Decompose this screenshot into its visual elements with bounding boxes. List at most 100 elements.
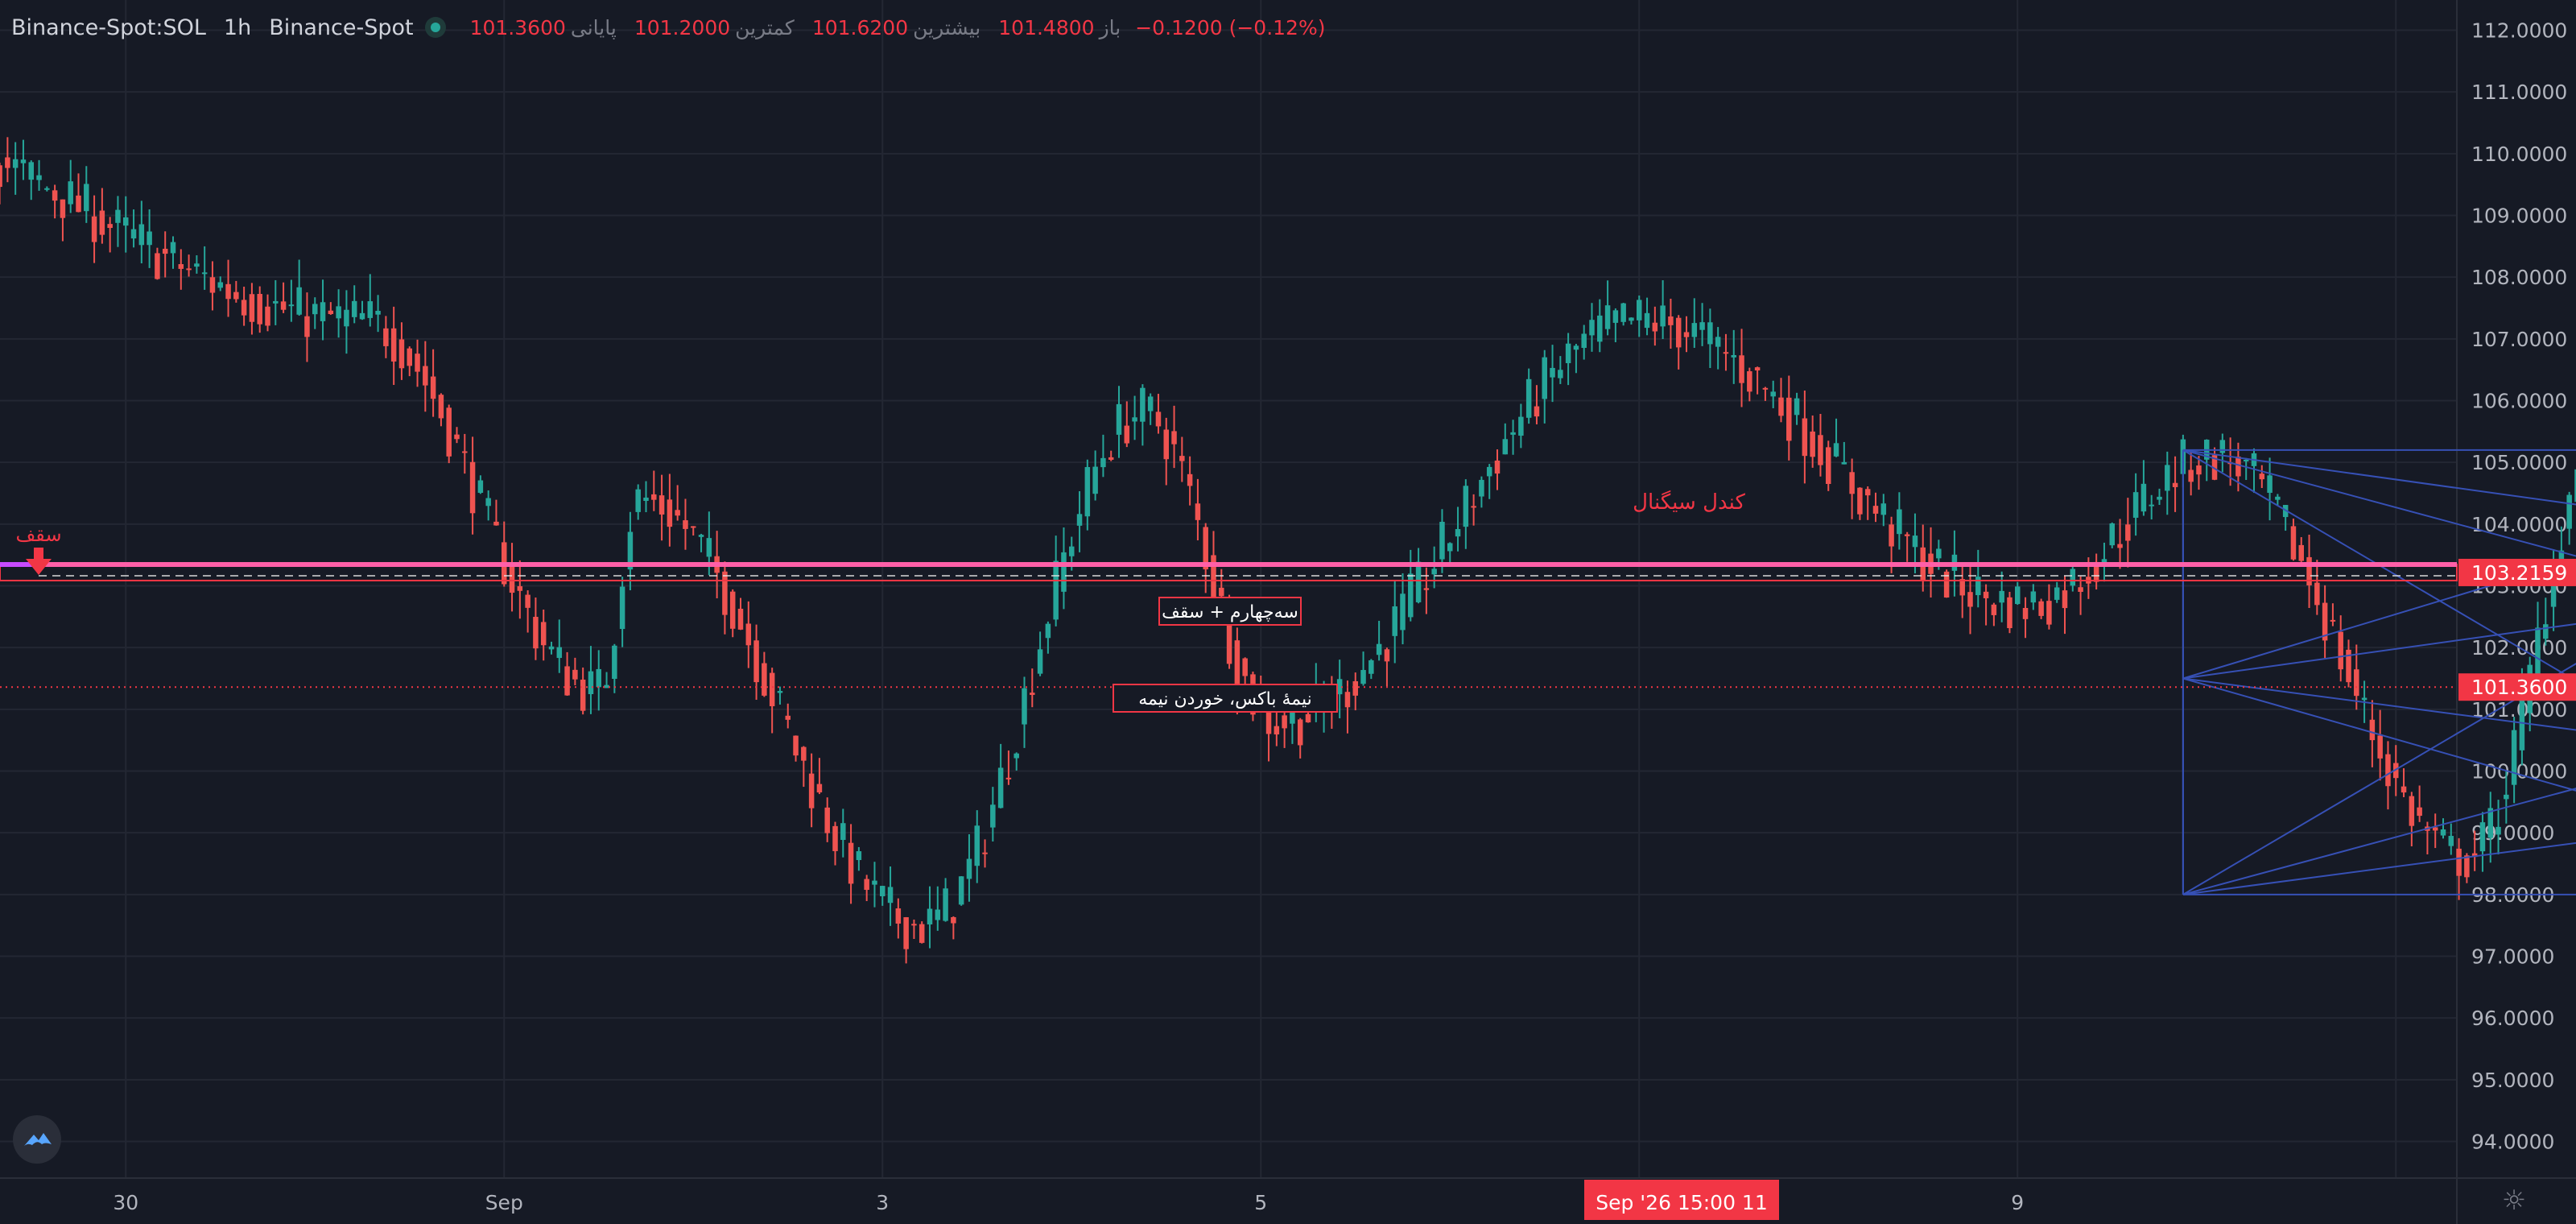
candle: [209, 261, 216, 311]
candle: [935, 886, 941, 931]
candle: [880, 885, 886, 906]
candle-body: [265, 306, 270, 326]
candle: [76, 173, 81, 213]
candle: [1723, 333, 1729, 371]
candle: [966, 833, 972, 902]
candle: [2188, 451, 2194, 496]
candle: [1810, 416, 1815, 468]
candle-body: [107, 224, 113, 229]
candle-body: [643, 497, 649, 502]
candle-body: [1818, 435, 1823, 465]
candle-body: [887, 887, 894, 904]
candle: [375, 295, 381, 333]
candle-body: [1179, 456, 1185, 461]
candle: [540, 609, 547, 661]
candle: [1352, 672, 1358, 711]
candle: [502, 521, 507, 587]
candle: [2038, 598, 2044, 619]
candle: [1431, 546, 1437, 589]
candle-body: [1486, 466, 1492, 477]
candle-body: [1494, 460, 1501, 474]
candle: [887, 866, 894, 926]
time-tick-label: Sep: [485, 1191, 523, 1214]
candle-body: [777, 691, 783, 693]
candle-body: [225, 283, 231, 300]
candle: [2259, 465, 2265, 488]
candle-body: [209, 277, 216, 293]
candle: [2432, 813, 2438, 849]
low-value: 101.2000: [634, 15, 731, 39]
candle: [2377, 709, 2383, 781]
candle: [1991, 602, 1997, 626]
candle-body: [564, 666, 570, 696]
candle-body: [927, 908, 933, 924]
candle-body: [895, 908, 902, 924]
price-tick-label: 110.0000: [2471, 143, 2567, 166]
candle: [548, 641, 555, 655]
candle: [1502, 423, 1509, 455]
candle: [217, 276, 223, 292]
settings-gear-icon[interactable]: ☼: [2501, 1185, 2527, 1217]
candle: [832, 821, 838, 866]
candle-body: [2157, 496, 2162, 500]
candle-body: [1171, 431, 1177, 445]
candle-body: [1265, 705, 1272, 734]
candle-body: [1368, 660, 1374, 674]
candle-body: [383, 328, 389, 346]
candle: [1525, 368, 1532, 424]
candle-body: [1447, 543, 1453, 552]
candle-body: [2369, 719, 2376, 741]
candle-body: [1683, 332, 1690, 337]
candle: [155, 247, 160, 280]
symbol-name[interactable]: Binance-Spot:SOL: [11, 14, 206, 40]
candle: [769, 668, 775, 734]
candle: [1581, 325, 1587, 360]
price-tick-label: 101.0000: [2471, 698, 2567, 722]
candle-body: [1037, 649, 1043, 674]
candle-body: [1045, 623, 1051, 639]
candle-body: [951, 916, 956, 924]
candle-body: [233, 292, 239, 300]
candle-body: [2471, 853, 2478, 858]
candle-body: [1084, 467, 1091, 517]
candle-body: [1076, 514, 1083, 526]
candle: [2456, 837, 2462, 900]
candle: [2566, 491, 2572, 545]
brand-logo-icon[interactable]: [13, 1115, 61, 1164]
candle-body: [1187, 473, 1193, 486]
candle-body: [1030, 693, 1035, 695]
candle-body: [2078, 587, 2083, 592]
candle-body: [517, 585, 523, 591]
exchange-name: Binance-Spot: [269, 14, 414, 40]
candle-body: [1739, 355, 1744, 383]
candle-body: [1502, 439, 1509, 455]
price-tick-label: 108.0000: [2471, 266, 2567, 289]
candle-body: [2109, 523, 2115, 546]
candle: [1132, 395, 1137, 440]
candle-body: [1904, 534, 1910, 536]
price-tick-label: 112.0000: [2471, 19, 2567, 43]
candle: [1849, 458, 1855, 519]
candle: [824, 797, 830, 842]
price-axis-background: [2457, 0, 2576, 1224]
candle: [2338, 615, 2343, 682]
candle-body: [336, 306, 341, 319]
candle-body: [769, 672, 775, 707]
candle: [2204, 439, 2210, 482]
candle: [1565, 333, 1571, 386]
candle-body: [588, 671, 594, 694]
candle-body: [982, 852, 988, 854]
candle-body: [1864, 489, 1871, 496]
price-tick-label: 100.0000: [2471, 760, 2567, 784]
candle: [2196, 456, 2202, 490]
ceiling-label: سقف: [15, 523, 61, 546]
candle: [1802, 391, 1808, 484]
candle: [2330, 603, 2336, 626]
candle: [974, 810, 980, 883]
candle-body: [919, 924, 925, 943]
candle: [1731, 329, 1736, 384]
candle: [801, 746, 807, 788]
interval-label[interactable]: 1h: [223, 14, 252, 40]
candle-body: [808, 773, 815, 808]
